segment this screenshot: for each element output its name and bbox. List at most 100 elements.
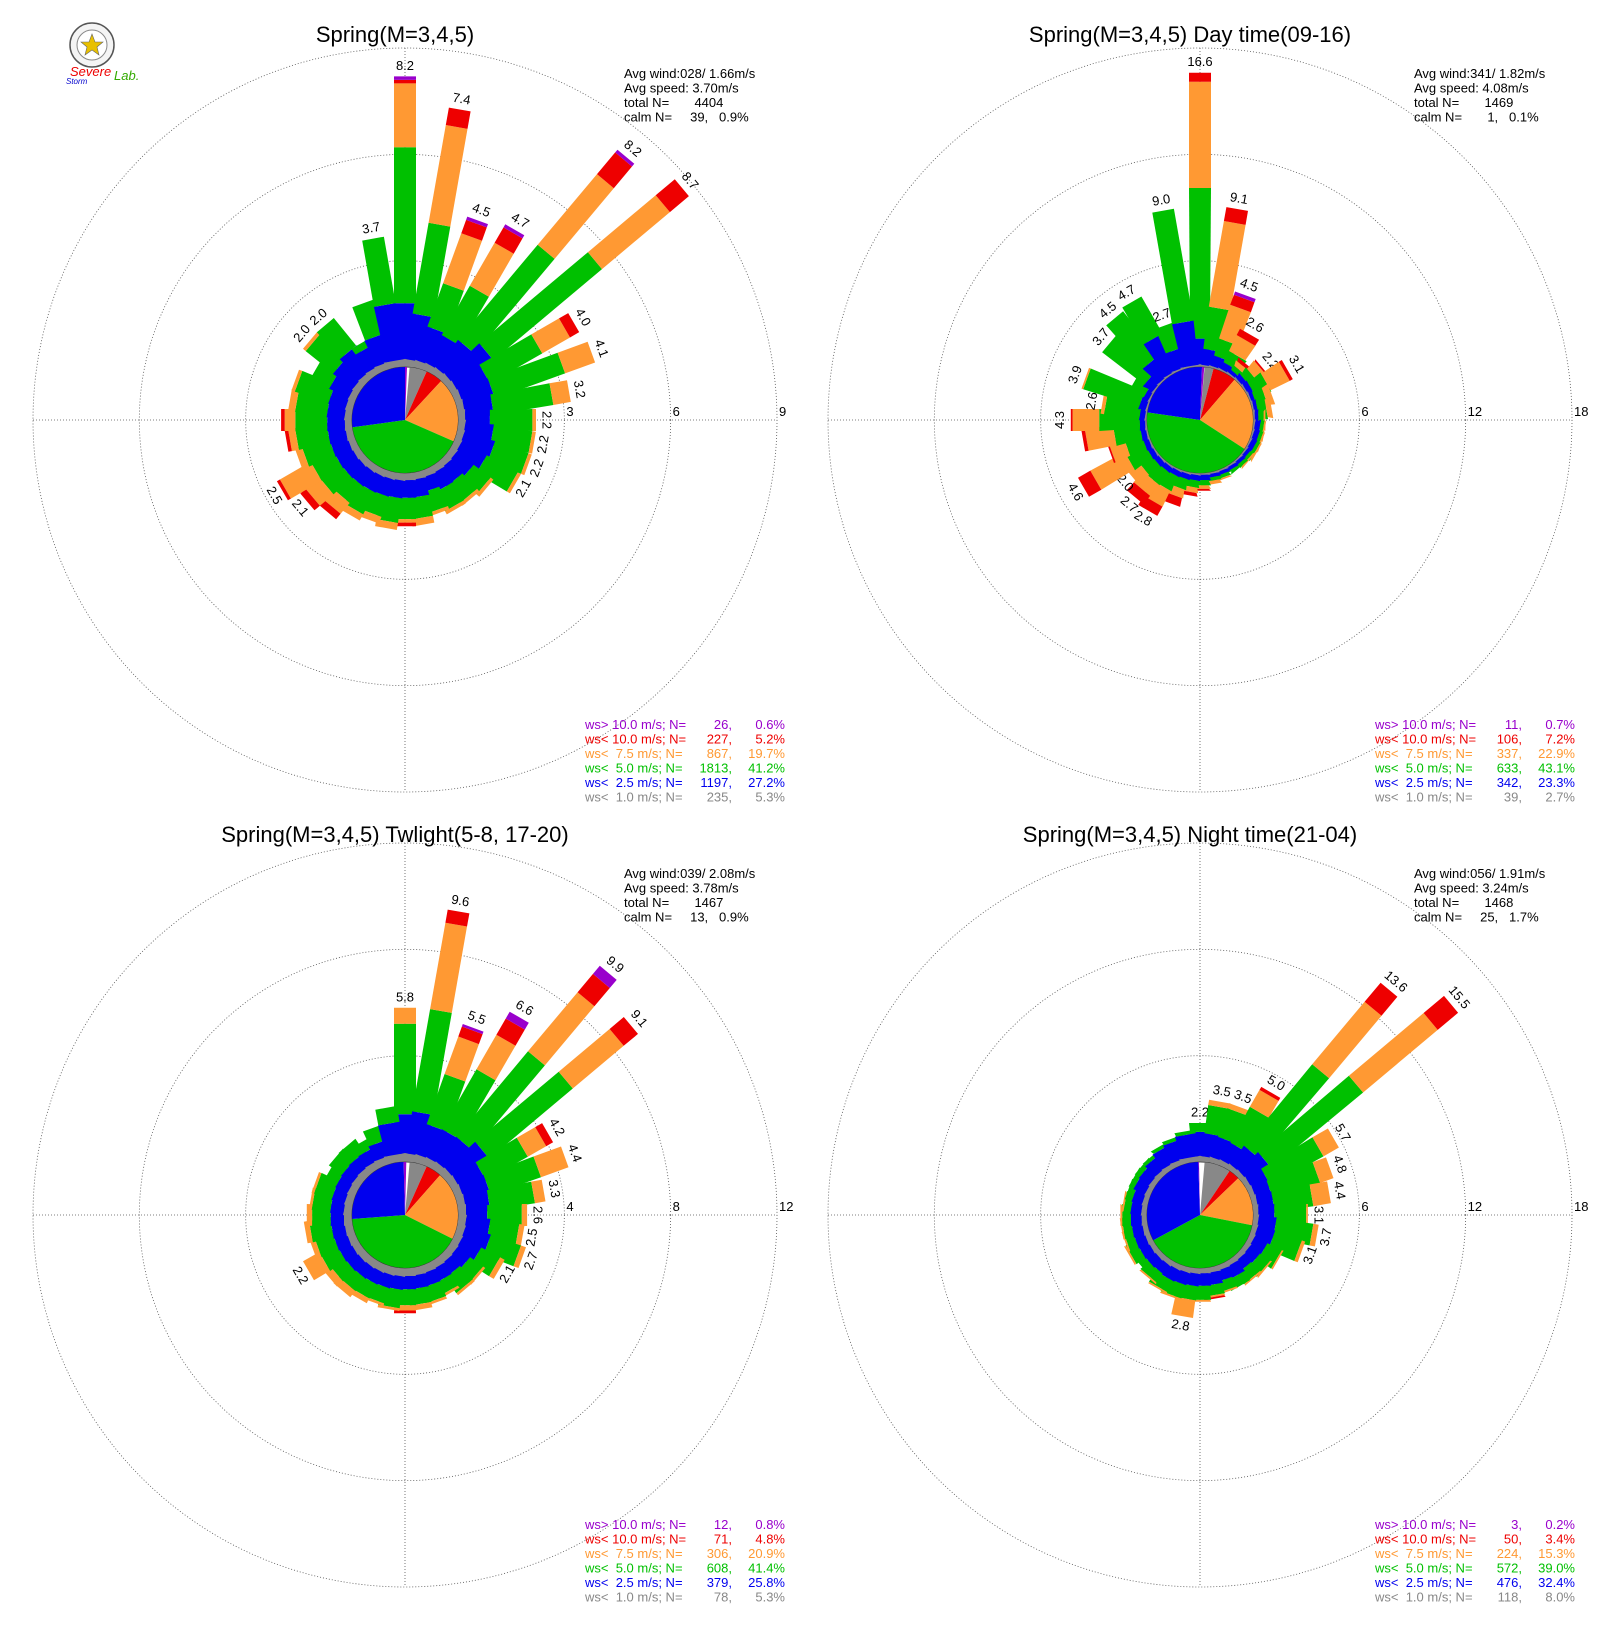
- bar-value-label: 5.7: [1332, 1121, 1354, 1144]
- wind-bar-segment: [1230, 294, 1255, 313]
- legend-label: ws< 1.0 m/s; N=: [584, 1590, 683, 1605]
- wind-bar-segment: [412, 222, 451, 318]
- bar-value-label: 7.4: [451, 90, 471, 108]
- wind-bar-segment: [528, 431, 536, 454]
- wind-bar-segment: [479, 334, 543, 384]
- wind-bar-segment: [1175, 1133, 1198, 1159]
- legend-count: 1813,: [699, 761, 732, 776]
- wind-bar-segment: [1143, 333, 1180, 377]
- legend-percent: 8.0%: [1545, 1590, 1575, 1605]
- legend-count: 337,: [1497, 746, 1522, 761]
- wind-bar-segment: [276, 479, 291, 501]
- stats-line: Avg speed: 4.08m/s: [1414, 81, 1529, 96]
- wind-bar-segment: [378, 1121, 403, 1157]
- bar-value-label: 4.5: [1238, 275, 1260, 295]
- wind-bar-segment: [383, 358, 406, 370]
- pie-slice: [405, 366, 407, 420]
- wind-bar-segment: [445, 107, 471, 129]
- wind-bar-segment: [587, 195, 670, 270]
- wind-bar-segment: [446, 1141, 490, 1183]
- legend-label: ws< 5.0 m/s; N=: [584, 761, 683, 776]
- wind-bar-segment: [1271, 1250, 1284, 1270]
- bar-value-label: 2.7: [520, 1250, 540, 1272]
- legend-label: ws< 7.5 m/s; N=: [1374, 1546, 1473, 1561]
- wind-bar-segment: [1179, 364, 1202, 370]
- wind-bar-segment: [319, 462, 352, 495]
- wind-bar-segment: [1189, 188, 1211, 339]
- star-icon: [80, 33, 104, 56]
- bar-value-label: 4.4: [1331, 1180, 1349, 1200]
- wind-bar-segment: [284, 409, 296, 431]
- legend-count: 78,: [714, 1590, 732, 1605]
- stats-line: Avg wind:341/ 1.82m/s: [1414, 66, 1546, 81]
- wind-bar-segment: [521, 1204, 528, 1226]
- wind-bar-segment: [1078, 470, 1102, 497]
- legend-label: ws< 2.5 m/s; N=: [584, 775, 683, 790]
- bar-value-label: 5.5: [466, 1007, 488, 1027]
- wind-bar-segment: [1226, 371, 1244, 386]
- wind-bar-segment: [1348, 1013, 1438, 1093]
- legend-percent: 0.8%: [755, 1517, 785, 1532]
- legend-percent: 0.7%: [1545, 717, 1575, 732]
- radial-ring: [827, 842, 1573, 1588]
- bar-value-label: 4.4: [565, 1142, 585, 1164]
- legend-label: ws< 5.0 m/s; N=: [1374, 761, 1473, 776]
- wind-bar-segment: [394, 79, 416, 84]
- wind-bar-segment: [615, 149, 635, 167]
- legend-percent: 0.6%: [755, 717, 785, 732]
- stats-line: calm N= 1, 0.1%: [1414, 110, 1539, 125]
- pie-slice: [1200, 367, 1205, 420]
- pie-slice: [405, 367, 427, 420]
- bar-value-label: 3.2: [571, 379, 589, 399]
- pie-slice: [352, 1215, 453, 1268]
- bar-value-label: 5.8: [396, 989, 414, 1004]
- wind-bar-segment: [1218, 1108, 1248, 1144]
- wind-bar-segment: [1236, 328, 1260, 346]
- wind-bar-segment: [445, 909, 470, 927]
- wind-bar-segment: [294, 370, 336, 403]
- legend-count: 379,: [707, 1575, 732, 1590]
- bar-value-label: 2.2: [1191, 1104, 1209, 1119]
- wind-bar-segment: [469, 242, 514, 297]
- wind-bar-segment: [1227, 1103, 1250, 1116]
- wind-bar-segment: [532, 409, 536, 431]
- stats-line: total N= 1469: [1414, 95, 1513, 110]
- wind-bar-segment: [1259, 1086, 1281, 1101]
- stats-line: calm N= 25, 1.7%: [1414, 910, 1539, 925]
- wind-bar-segment: [1264, 396, 1274, 419]
- pie-slice: [1200, 1178, 1254, 1226]
- chart-title: Spring(M=3,4,5): [316, 22, 474, 47]
- wind-bar-segment: [1102, 335, 1156, 385]
- wind-bar-segment: [528, 992, 595, 1066]
- legend-count: 235,: [707, 790, 732, 805]
- wind-bar-segment: [303, 1252, 330, 1281]
- bar-value-label: 9.1: [1229, 189, 1249, 207]
- wind-bar-segment: [483, 1235, 521, 1267]
- bar-value-label: 4.0: [572, 306, 594, 329]
- wind-bar-segment: [513, 1245, 526, 1268]
- wind-bar-segment: [1312, 1128, 1339, 1157]
- legend-count: 39,: [1504, 790, 1522, 805]
- legend-percent: 4.8%: [755, 1532, 785, 1547]
- wind-bar-segment: [1261, 383, 1276, 405]
- wind-bar-segment: [487, 1204, 522, 1226]
- wind-bar-segment: [394, 147, 416, 304]
- wind-bar-segment: [460, 488, 480, 506]
- wind-bar-segment: [505, 1011, 529, 1030]
- radial-tick-label: 4: [566, 1199, 573, 1214]
- bar-value-label: 4.7: [1115, 281, 1138, 303]
- legend-percent: 19.7%: [748, 746, 785, 761]
- wind-bar-segment: [494, 227, 523, 254]
- pie-slice: [1200, 1171, 1239, 1215]
- legend-percent: 39.0%: [1538, 1561, 1575, 1576]
- legend-count: 118,: [1498, 1590, 1522, 1605]
- stats-line: Avg speed: 3.70m/s: [624, 81, 739, 96]
- radial-tick-label: 18: [1574, 404, 1588, 419]
- radial-ring: [827, 47, 1573, 793]
- wind-bar-segment: [394, 522, 416, 527]
- bar-value-label: 2.6: [1083, 391, 1101, 411]
- radial-ring: [138, 948, 672, 1482]
- wind-bar-segment: [445, 452, 475, 481]
- wind-bar-segment: [487, 352, 566, 399]
